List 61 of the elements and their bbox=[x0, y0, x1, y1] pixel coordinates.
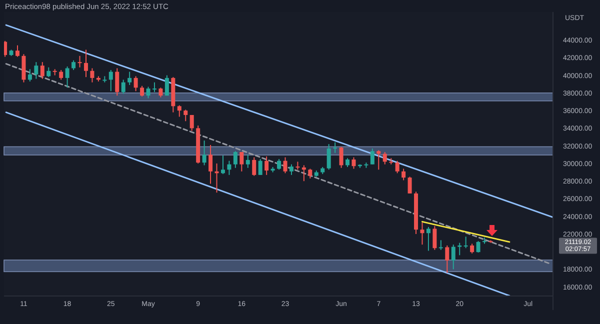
candlestick bbox=[464, 236, 468, 249]
candlestick bbox=[121, 79, 126, 94]
candlestick bbox=[382, 152, 387, 165]
candlestick bbox=[264, 156, 269, 176]
candlestick bbox=[445, 244, 450, 274]
candlestick bbox=[108, 70, 113, 92]
candlestick bbox=[22, 54, 26, 83]
candlestick bbox=[220, 155, 225, 175]
candlestick bbox=[408, 176, 412, 194]
candlestick bbox=[395, 160, 400, 174]
candlestick bbox=[240, 152, 244, 172]
candlestick bbox=[115, 68, 120, 96]
candlestick bbox=[289, 164, 294, 176]
candlestick bbox=[458, 242, 462, 256]
candlestick bbox=[158, 87, 163, 98]
candlestick bbox=[190, 114, 194, 132]
candlestick bbox=[65, 66, 70, 88]
candlestick bbox=[258, 158, 262, 176]
candlestick bbox=[451, 244, 456, 270]
candlestick bbox=[333, 142, 338, 154]
candlestick bbox=[4, 40, 8, 58]
candlestick bbox=[476, 240, 480, 254]
candlestick bbox=[308, 168, 312, 179]
candlestick bbox=[84, 49, 88, 78]
candlestick bbox=[227, 160, 232, 176]
candlestick bbox=[28, 68, 32, 82]
candlestick bbox=[370, 148, 374, 165]
candlestick bbox=[326, 144, 331, 170]
candlestick bbox=[420, 222, 424, 246]
candlestick bbox=[59, 70, 64, 80]
candlestick bbox=[339, 146, 344, 168]
candlestick bbox=[152, 82, 156, 93]
candlestick bbox=[376, 150, 381, 170]
candlestick bbox=[302, 164, 306, 182]
candlestick bbox=[40, 62, 44, 80]
candlestick bbox=[184, 109, 188, 122]
candlestick bbox=[438, 240, 443, 250]
candlestick bbox=[352, 156, 356, 170]
candlestick bbox=[252, 156, 256, 176]
candlestick bbox=[134, 76, 138, 92]
candlestick bbox=[146, 86, 150, 99]
candlestick bbox=[432, 226, 437, 250]
candlestick bbox=[277, 158, 282, 170]
candlestick bbox=[15, 44, 20, 58]
candlestick bbox=[140, 85, 144, 97]
candlestick bbox=[164, 74, 169, 96]
candlestick bbox=[208, 144, 213, 184]
candlestick bbox=[426, 226, 430, 252]
candlestick bbox=[246, 154, 250, 168]
candlestick bbox=[233, 150, 238, 168]
candlestick bbox=[402, 168, 406, 181]
candlestick bbox=[90, 68, 94, 83]
candlestick bbox=[78, 55, 82, 68]
candlestick bbox=[46, 66, 51, 78]
candlestick bbox=[177, 104, 182, 118]
candlestick bbox=[470, 243, 474, 254]
candlestick bbox=[34, 62, 38, 80]
candlestick bbox=[283, 156, 288, 174]
candlestick bbox=[128, 71, 132, 86]
candlestick bbox=[72, 60, 76, 71]
candlestick bbox=[202, 140, 206, 166]
